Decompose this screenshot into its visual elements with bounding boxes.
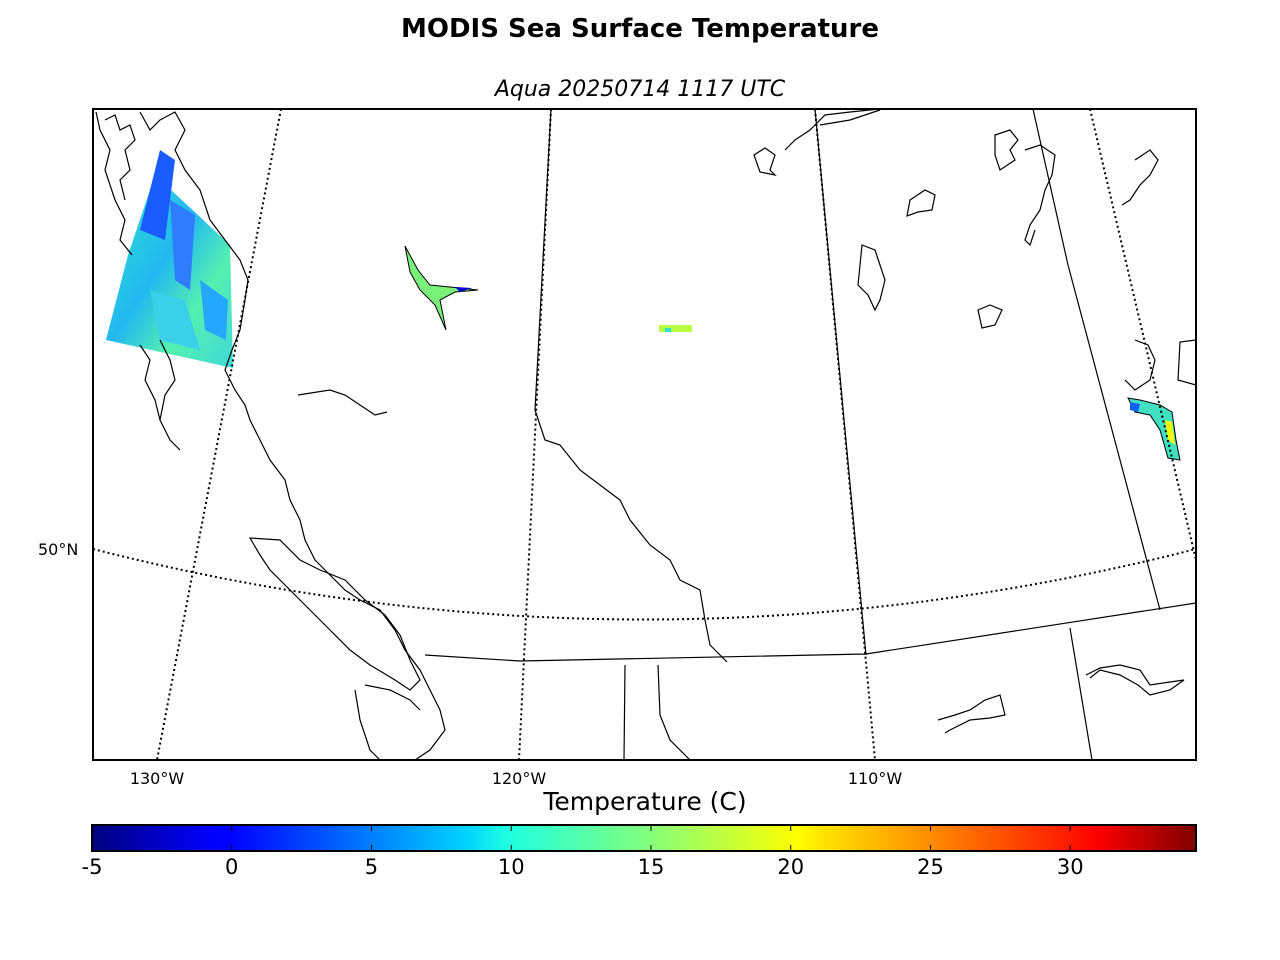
colorbar-tick-label: 5: [364, 855, 379, 879]
colorbar-tick-label: -5: [81, 855, 103, 879]
graticule: [93, 109, 1196, 760]
colorbar-tick-label: 0: [225, 855, 239, 879]
lon-label-130w: 130°W: [129, 769, 185, 788]
colorbar-tick-label: 25: [917, 855, 944, 879]
lon-label-110w: 110°W: [847, 769, 903, 788]
lat-label-50n: 50°N: [38, 540, 79, 559]
chart-subtitle: Aqua 20250714 1117 UTC: [494, 77, 786, 102]
sst-lake-2: [659, 325, 692, 332]
colorbar-tick-label: 15: [637, 855, 665, 879]
sst-swath-west: [106, 150, 233, 368]
colorbar: [91, 824, 1197, 852]
coastlines: [95, 109, 1196, 760]
sst-lake-3: [1127, 397, 1181, 461]
chart-title: MODIS Sea Surface Temperature: [401, 14, 879, 44]
sst-lake-1: [404, 245, 479, 331]
colorbar-tick-label: 10: [497, 855, 525, 879]
colorbar-title: Temperature (C): [543, 787, 747, 816]
map-frame: [92, 108, 1197, 761]
lon-label-120w: 120°W: [491, 769, 547, 788]
colorbar-tick-label: 20: [777, 855, 805, 879]
colorbar-tick-label: 30: [1056, 855, 1084, 879]
